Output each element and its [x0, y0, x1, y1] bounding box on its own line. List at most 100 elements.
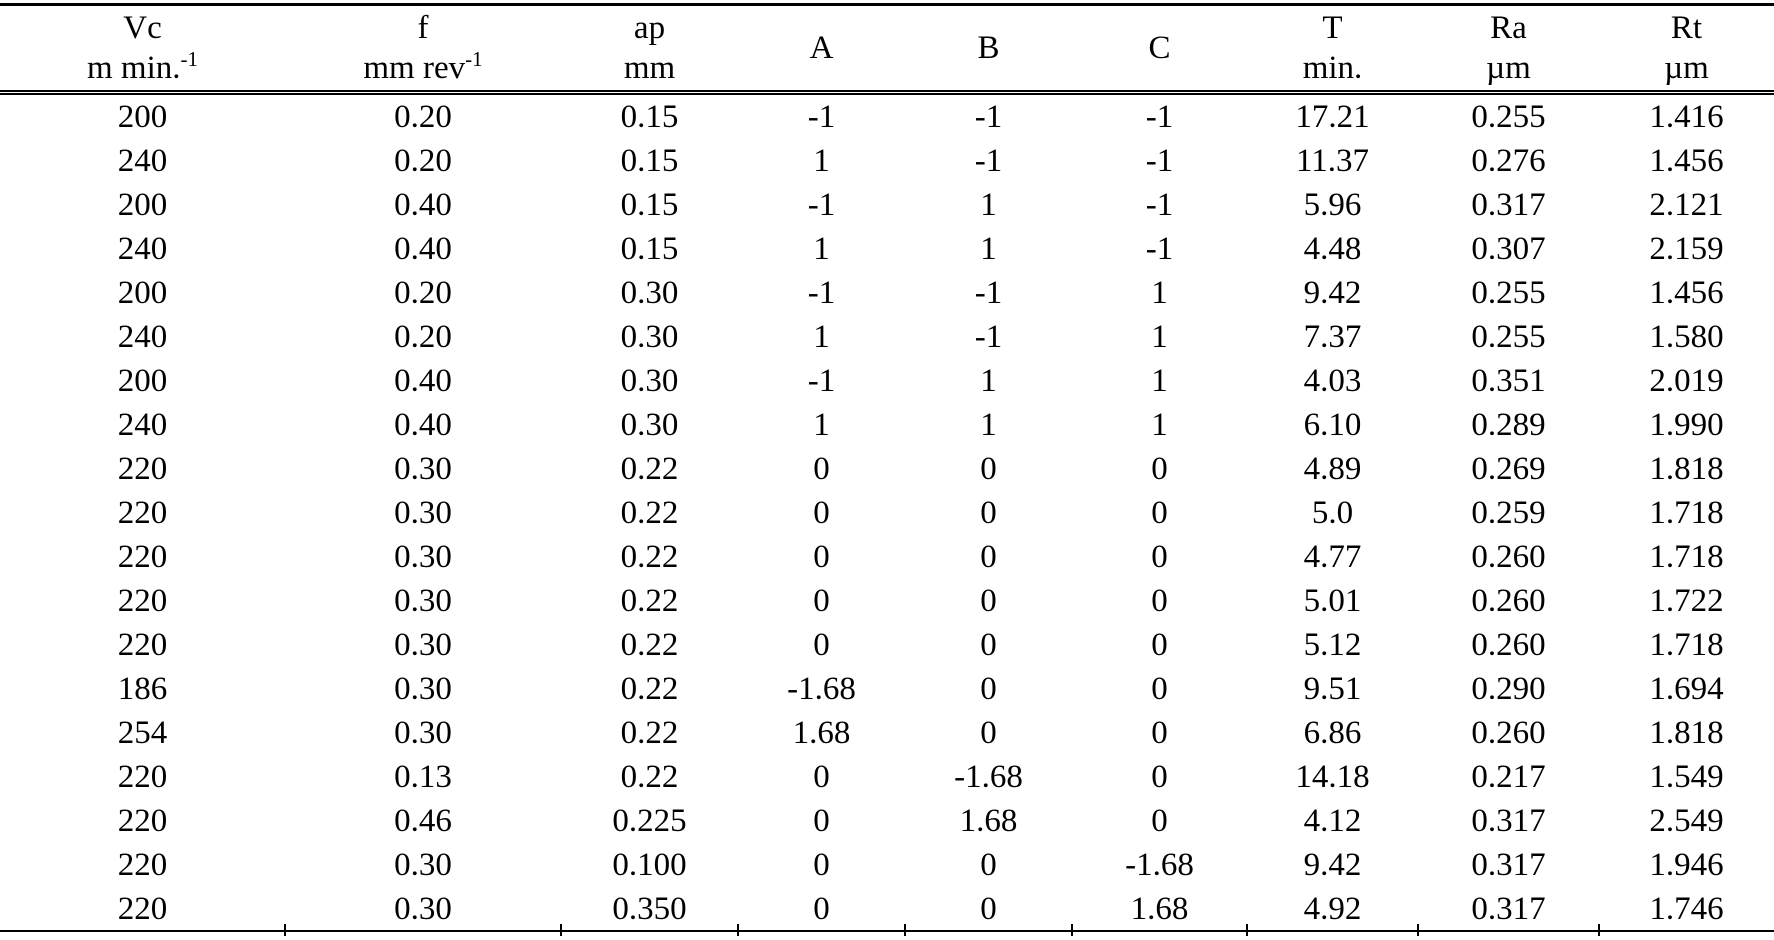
- table-cell: 4.03: [1303, 363, 1362, 399]
- table-cell: 0: [813, 803, 830, 839]
- table-cell: 0.30: [620, 319, 679, 355]
- table-cell: 0.225: [612, 803, 687, 839]
- table-cell: 0.22: [620, 495, 679, 531]
- table-cell: 1: [980, 407, 997, 443]
- column-symbol: f: [417, 10, 429, 46]
- column-header-t: T min.: [1247, 6, 1418, 95]
- table-cell: 0: [813, 539, 830, 575]
- table-cell: 1: [1151, 407, 1168, 443]
- table-body: 200 0.20 0.15 -1 -1 -1 17.21 0.255 1.416 240 0.20 0…: [0, 93, 1774, 932]
- table-cell: -1: [1145, 143, 1174, 179]
- table-cell: 0: [980, 671, 997, 707]
- table-row: 200 0.20 0.30 -1 -1 1 9.42 0.255 1.456: [0, 271, 1774, 315]
- table-cell: 0: [980, 583, 997, 619]
- table-cell: 0.259: [1471, 495, 1546, 531]
- table-cell: 1.746: [1649, 891, 1724, 927]
- table-cell: 0: [1151, 627, 1168, 663]
- doe-results-table: Vc m min.-1 f mm rev-1 ap mm: [0, 6, 1774, 931]
- table-cell: 220: [117, 495, 168, 531]
- column-tick: [560, 924, 562, 936]
- table-row: 220 0.30 0.22 0 0 0 4.89 0.269 1.818: [0, 447, 1774, 491]
- table-cell: 14.18: [1295, 759, 1370, 795]
- column-tick: [1246, 924, 1248, 936]
- table-cell: 1.456: [1649, 143, 1724, 179]
- table-cell: 0.30: [394, 671, 452, 707]
- table-row: 254 0.30 0.22 1.68 0 0 6.86 0.260 1.818: [0, 711, 1774, 755]
- table-row: 220 0.30 0.22 0 0 0 4.77 0.260 1.718: [0, 535, 1774, 579]
- table-cell: 0.317: [1471, 803, 1546, 839]
- table-cell: 0.260: [1471, 583, 1546, 619]
- table-cell: 0.15: [620, 99, 679, 135]
- table-cell: -1: [807, 275, 836, 311]
- table-cell: 6.86: [1303, 715, 1362, 751]
- table-cell: 5.12: [1303, 627, 1362, 663]
- table-cell: 0: [813, 495, 830, 531]
- table-cell: 0.15: [620, 231, 679, 267]
- table-cell: 0.30: [394, 715, 452, 751]
- table-cell: 0.317: [1471, 847, 1546, 883]
- table-cell: -1: [1145, 231, 1174, 267]
- table-row: 200 0.40 0.30 -1 1 1 4.03 0.351 2.019: [0, 359, 1774, 403]
- table-cell: 4.89: [1303, 451, 1362, 487]
- table-cell: 1: [980, 231, 997, 267]
- table-cell: 0: [813, 847, 830, 883]
- table-row: 240 0.20 0.30 1 -1 1 7.37 0.255 1.580: [0, 315, 1774, 359]
- column-tick: [284, 924, 286, 936]
- table-row: 220 0.30 0.22 0 0 0 5.12 0.260 1.718: [0, 623, 1774, 667]
- table-cell: 0: [1151, 583, 1168, 619]
- table-cell: 0.46: [394, 803, 452, 839]
- table-cell: 0.255: [1471, 99, 1546, 135]
- table-cell: 240: [117, 143, 168, 179]
- table-cell: 2.121: [1649, 187, 1724, 223]
- table-cell: -1: [974, 319, 1003, 355]
- column-header-b: B: [905, 6, 1072, 95]
- table-cell: 0.40: [394, 363, 452, 399]
- table-cell: 6.10: [1303, 407, 1362, 443]
- table-cell: 0.30: [620, 363, 679, 399]
- table-cell: 2.019: [1649, 363, 1724, 399]
- table-cell: 0.40: [394, 407, 452, 443]
- column-header-a: A: [738, 6, 905, 95]
- table-cell: 1: [813, 143, 830, 179]
- column-unit: mm rev-1: [363, 47, 483, 87]
- table-cell: 0: [980, 715, 997, 751]
- column-symbol: Ra: [1490, 10, 1527, 46]
- table-cell: 5.96: [1303, 187, 1362, 223]
- table-cell: -1.68: [954, 759, 1023, 795]
- table-cell: 2.549: [1649, 803, 1724, 839]
- table-cell: 9.42: [1303, 847, 1362, 883]
- table-row: 186 0.30 0.22 -1.68 0 0 9.51 0.290 1.694: [0, 667, 1774, 711]
- table-cell: 200: [117, 187, 168, 223]
- column-header-ap: ap mm: [561, 6, 738, 95]
- table-cell: 11.37: [1295, 143, 1370, 179]
- table-cell: 220: [117, 451, 168, 487]
- table-cell: 0.350: [612, 891, 687, 927]
- table-cell: 1.818: [1649, 451, 1724, 487]
- table-cell: 1: [1151, 275, 1168, 311]
- table-cell: 200: [117, 275, 168, 311]
- table-cell: 0: [980, 451, 997, 487]
- table-cell: -1.68: [787, 671, 856, 707]
- table-cell: 0.22: [620, 451, 679, 487]
- table-cell: 0: [980, 539, 997, 575]
- table-cell: 0.30: [394, 627, 452, 663]
- table-cell: 220: [117, 759, 168, 795]
- table-cell: 1.718: [1649, 539, 1724, 575]
- column-header-rt: Rt µm: [1599, 6, 1774, 95]
- table-cell: 1.946: [1649, 847, 1724, 883]
- table-cell: 0.22: [620, 759, 679, 795]
- table-row: 220 0.30 0.22 0 0 0 5.0 0.259 1.718: [0, 491, 1774, 535]
- table-cell: 186: [117, 671, 168, 707]
- table-cell: 0.317: [1471, 187, 1546, 223]
- table-cell: 0: [1151, 451, 1168, 487]
- unit-superscript: -1: [180, 47, 199, 71]
- table-cell: 200: [117, 99, 168, 135]
- table-cell: 1.68: [1130, 891, 1189, 927]
- table-cell: 0.100: [612, 847, 687, 883]
- table-cell: 0: [1151, 715, 1168, 751]
- table-cell: 0.217: [1471, 759, 1546, 795]
- column-tick: [904, 924, 906, 936]
- table-cell: -1: [807, 187, 836, 223]
- table-cell: 0.269: [1471, 451, 1546, 487]
- table-cell: 0.307: [1471, 231, 1546, 267]
